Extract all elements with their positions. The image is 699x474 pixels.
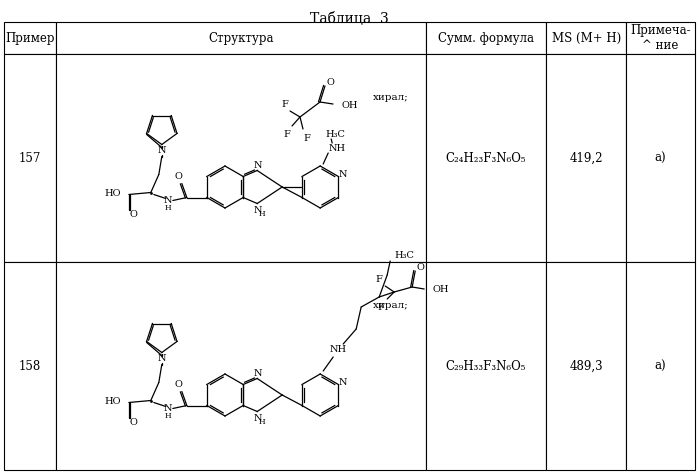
Bar bbox=[426, 22, 547, 54]
Text: N: N bbox=[254, 414, 262, 423]
Text: F: F bbox=[377, 302, 384, 311]
Text: OH: OH bbox=[341, 100, 357, 109]
Text: MS (М+ H): MS (М+ H) bbox=[552, 31, 621, 45]
Bar bbox=[626, 262, 695, 470]
Text: F: F bbox=[284, 129, 291, 138]
Text: N: N bbox=[164, 404, 172, 413]
Text: C₂₄H₂₃F₃N₆O₅: C₂₄H₂₃F₃N₆O₅ bbox=[446, 152, 526, 164]
Bar bbox=[4, 22, 56, 54]
Text: 157: 157 bbox=[19, 152, 41, 164]
Text: N: N bbox=[157, 354, 166, 363]
Text: хирал;: хирал; bbox=[373, 301, 408, 310]
Bar bbox=[426, 54, 547, 262]
Text: N: N bbox=[254, 206, 262, 215]
Text: 158: 158 bbox=[19, 359, 41, 373]
Text: H: H bbox=[164, 411, 171, 419]
Bar bbox=[4, 262, 56, 470]
Text: Пример: Пример bbox=[5, 31, 55, 45]
Text: N: N bbox=[254, 161, 262, 170]
Text: O: O bbox=[130, 418, 138, 427]
Text: H₃C: H₃C bbox=[394, 250, 414, 259]
Text: NH: NH bbox=[330, 345, 347, 354]
Text: C₂₉H₃₃F₃N₆O₅: C₂₉H₃₃F₃N₆O₅ bbox=[446, 359, 526, 373]
Text: Сумм. формула: Сумм. формула bbox=[438, 31, 534, 45]
Text: O: O bbox=[326, 78, 334, 86]
Text: H: H bbox=[164, 203, 171, 211]
Text: N: N bbox=[157, 146, 166, 155]
Bar bbox=[56, 22, 426, 54]
Text: O: O bbox=[130, 210, 138, 219]
Text: N: N bbox=[254, 369, 262, 378]
Text: 419,2: 419,2 bbox=[570, 152, 603, 164]
Text: F: F bbox=[376, 274, 382, 283]
Text: H: H bbox=[259, 418, 266, 426]
Text: H₃C: H₃C bbox=[325, 129, 345, 138]
Text: O: O bbox=[175, 172, 182, 181]
Text: a): a) bbox=[655, 359, 666, 373]
Text: Таблица  3: Таблица 3 bbox=[310, 12, 389, 26]
Bar bbox=[626, 22, 695, 54]
Bar bbox=[56, 262, 426, 470]
Text: N: N bbox=[338, 170, 347, 179]
Text: HO: HO bbox=[104, 189, 121, 198]
Bar bbox=[626, 54, 695, 262]
Text: F: F bbox=[303, 134, 310, 143]
Text: хирал;: хирал; bbox=[373, 92, 408, 101]
Text: O: O bbox=[175, 380, 182, 389]
Bar bbox=[426, 262, 547, 470]
Text: HO: HO bbox=[104, 397, 121, 406]
Text: a): a) bbox=[655, 152, 666, 164]
Bar bbox=[4, 54, 56, 262]
Text: 489,3: 489,3 bbox=[570, 359, 603, 373]
Bar bbox=[547, 54, 626, 262]
Text: OH: OH bbox=[432, 285, 449, 294]
Text: H: H bbox=[259, 210, 266, 218]
Text: Структура: Структура bbox=[208, 31, 273, 45]
Text: O: O bbox=[416, 263, 424, 272]
Bar bbox=[547, 22, 626, 54]
Text: NH: NH bbox=[329, 144, 345, 153]
Bar bbox=[56, 54, 426, 262]
Text: N: N bbox=[164, 196, 172, 205]
Bar bbox=[547, 262, 626, 470]
Text: N: N bbox=[338, 378, 347, 387]
Text: F: F bbox=[282, 100, 289, 109]
Text: Примеча-
^ ние: Примеча- ^ ние bbox=[630, 24, 691, 52]
